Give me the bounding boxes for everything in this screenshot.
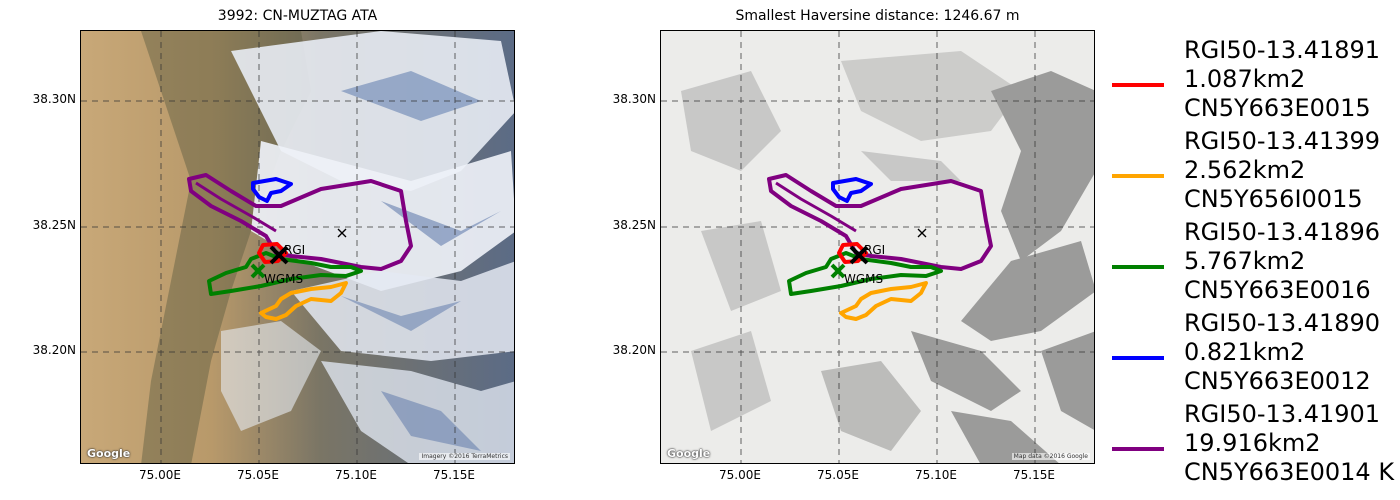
- orange-glacier-outline: [839, 281, 928, 321]
- purple-glacier-inner: [775, 181, 857, 233]
- purple-glacier-outline: [187, 173, 413, 271]
- legend-swatch-red: [1112, 83, 1164, 87]
- wgms-label: WGMS: [264, 272, 304, 286]
- satellite-map-canvas: [81, 31, 514, 463]
- x-tick-label: 75.10E: [335, 468, 377, 482]
- blue-glacier-outline: [831, 177, 873, 203]
- google-logo[interactable]: Google: [667, 447, 711, 460]
- legend-item: RGI50-13.41891 1.087km2 CN5Y663E0015: [1108, 36, 1400, 131]
- left-panel-title: 3992: CN-MUZTAG ATA: [217, 8, 378, 24]
- legend-swatch-orange: [1112, 174, 1164, 178]
- rgi-label: RGI: [864, 243, 886, 257]
- purple-glacier-outline: [767, 173, 993, 271]
- legend-area: 1.087km2: [1184, 65, 1306, 93]
- legend-item: RGI50-13.41399 2.562km2 CN5Y656I0015: [1108, 127, 1400, 222]
- y-tick-label: 38.20N: [32, 343, 76, 357]
- map-attribution[interactable]: Imagery ©2016 TerraMetrics: [419, 453, 510, 460]
- legend-area: 0.821km2: [1184, 338, 1306, 366]
- red-glacier-outline: [837, 242, 868, 264]
- x-tick-label: 75.00E: [139, 468, 181, 482]
- y-tick-label: 38.25N: [32, 218, 76, 232]
- legend-label: RGI50-13.41399 2.562km2 CN5Y656I0015: [1184, 127, 1380, 214]
- legend-item: RGI50-13.41890 0.821km2 CN5Y663E0012: [1108, 309, 1400, 404]
- legend-item: RGI50-13.41901 19.916km2 CN5Y663E0014 K: [1108, 400, 1400, 495]
- legend-swatch-green: [1112, 265, 1164, 269]
- legend-id: RGI50-13.41399: [1184, 127, 1381, 155]
- legend-label: RGI50-13.41890 0.821km2 CN5Y663E0012: [1184, 309, 1380, 396]
- legend-swatch-purple: [1112, 447, 1164, 451]
- legend-code: CN5Y663E0015: [1184, 94, 1371, 122]
- orange-glacier-outline: [259, 281, 348, 321]
- rgi-marker: [269, 245, 289, 265]
- y-tick-label: 38.25N: [612, 218, 656, 232]
- google-logo[interactable]: Google: [87, 447, 131, 460]
- legend-label: RGI50-13.41891 1.087km2 CN5Y663E0015: [1184, 36, 1380, 123]
- legend-area: 5.767km2: [1184, 247, 1306, 275]
- legend-swatch-blue: [1112, 356, 1164, 360]
- centroid-marker: [917, 228, 927, 238]
- legend-code: CN5Y656I0015: [1184, 185, 1363, 213]
- y-tick-label: 38.30N: [612, 92, 656, 106]
- legend-id: RGI50-13.41896: [1184, 218, 1381, 246]
- x-tick-label: 75.15E: [1013, 468, 1055, 482]
- purple-glacier-inner: [195, 181, 277, 233]
- x-tick-label: 75.05E: [817, 468, 859, 482]
- legend-label: RGI50-13.41901 19.916km2 CN5Y663E0014 K: [1184, 400, 1394, 487]
- wgms-marker: [250, 263, 266, 279]
- legend-code: CN5Y663E0012: [1184, 367, 1371, 395]
- y-tick-label: 38.20N: [612, 343, 656, 357]
- centroid-marker: [337, 228, 347, 238]
- map-attribution[interactable]: Map data ©2016 Google: [1011, 453, 1090, 460]
- x-tick-label: 75.15E: [433, 468, 475, 482]
- legend-id: RGI50-13.41890: [1184, 309, 1381, 337]
- x-tick-label: 75.00E: [719, 468, 761, 482]
- wgms-marker: [830, 263, 846, 279]
- blue-glacier-outline: [251, 177, 293, 203]
- x-tick-label: 75.05E: [237, 468, 279, 482]
- right-panel-title: Smallest Haversine distance: 1246.67 m: [735, 8, 1020, 24]
- rgi-marker: [849, 245, 869, 265]
- legend-id: RGI50-13.41901: [1184, 400, 1381, 428]
- legend-code: CN5Y663E0014 K: [1184, 458, 1395, 486]
- y-tick-label: 38.30N: [32, 92, 76, 106]
- terrain-map-canvas: [661, 31, 1094, 463]
- satellite-map[interactable]: RGI WGMS Google Imagery ©2016 TerraMetri…: [80, 30, 515, 464]
- legend-id: RGI50-13.41891: [1184, 36, 1381, 64]
- legend-code: CN5Y663E0016: [1184, 276, 1371, 304]
- glacier-legend: RGI50-13.41891 1.087km2 CN5Y663E0015 RGI…: [1108, 36, 1400, 495]
- legend-item: RGI50-13.41896 5.767km2 CN5Y663E0016: [1108, 218, 1400, 313]
- x-tick-label: 75.10E: [915, 468, 957, 482]
- legend-area: 19.916km2: [1184, 429, 1321, 457]
- terrain-map[interactable]: RGI WGMS Google Map data ©2016 Google: [660, 30, 1095, 464]
- red-glacier-outline: [257, 242, 288, 264]
- legend-area: 2.562km2: [1184, 156, 1306, 184]
- wgms-label: WGMS: [844, 272, 884, 286]
- rgi-label: RGI: [284, 243, 306, 257]
- legend-label: RGI50-13.41896 5.767km2 CN5Y663E0016: [1184, 218, 1380, 305]
